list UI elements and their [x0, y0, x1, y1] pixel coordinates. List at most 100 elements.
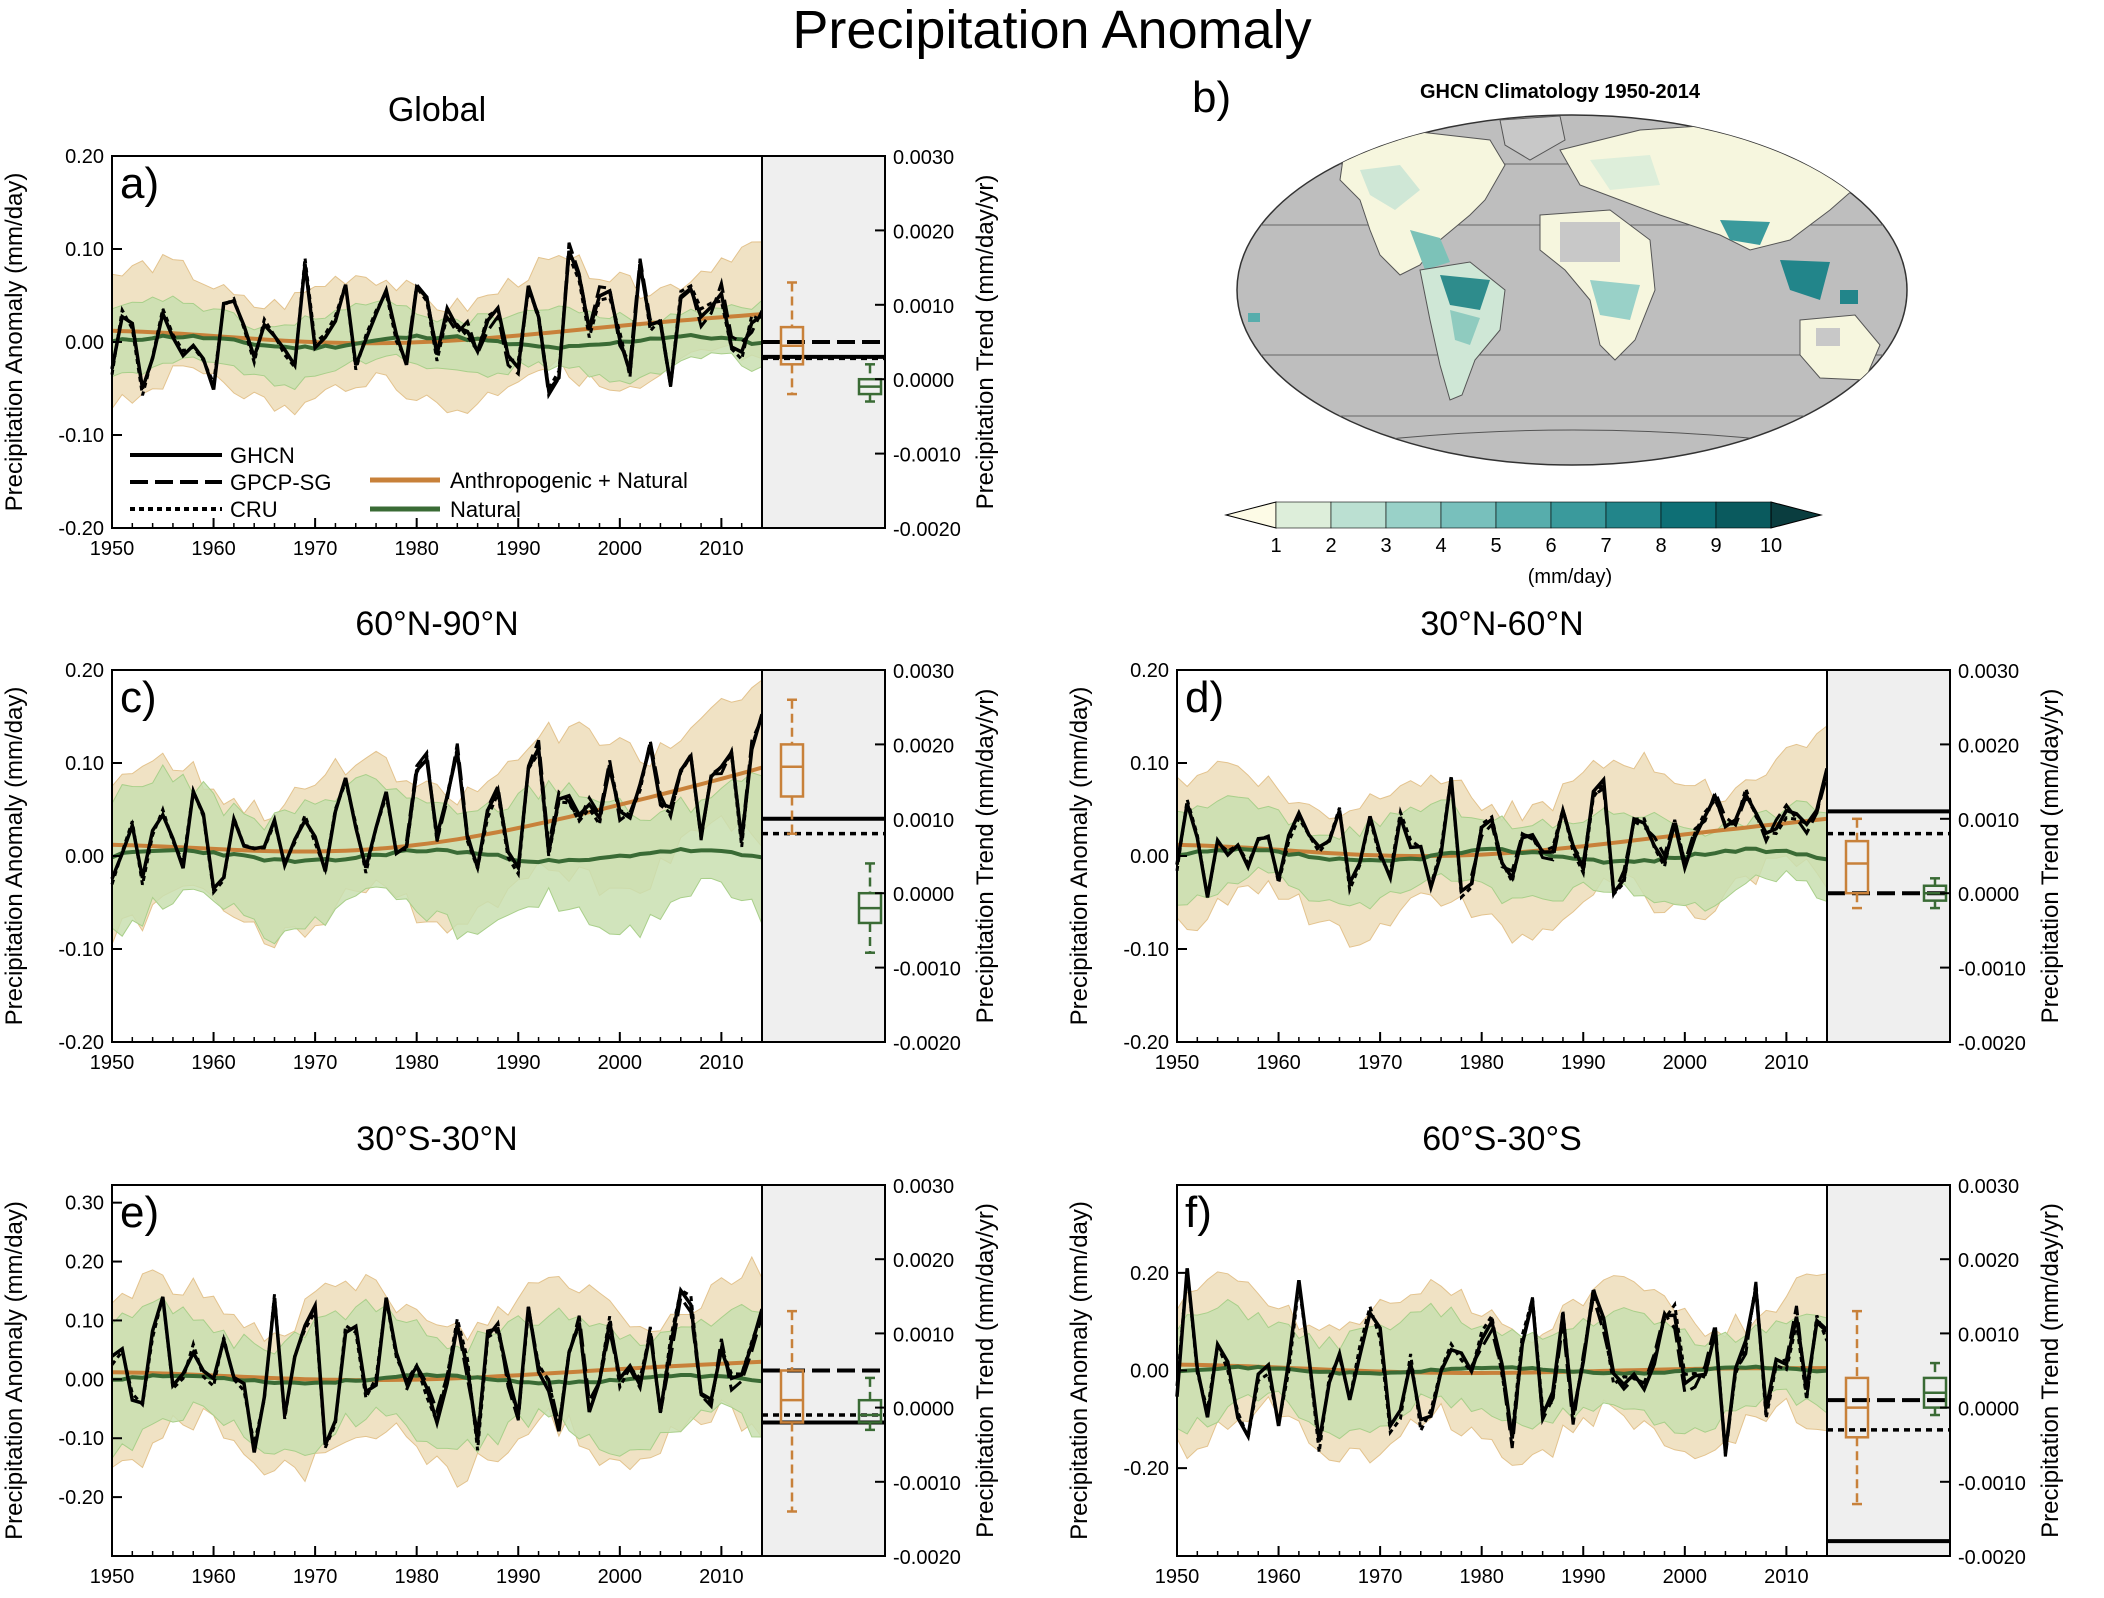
y2-tick-label: -0.0010 [1958, 959, 2026, 981]
x-tick-label: 2010 [699, 1566, 744, 1588]
panel-title: 30°N-60°N [1420, 605, 1583, 643]
y-tick-label: 0.10 [65, 753, 104, 775]
x-tick-label: 1970 [293, 538, 338, 560]
y-tick-label: 0.10 [65, 1310, 104, 1332]
y-tick-label: -0.10 [58, 1428, 104, 1450]
legend-anthro-label: Anthropogenic + Natural [450, 468, 688, 493]
panel-title: 30°S-30°N [356, 1120, 517, 1158]
x-tick-label: 1990 [496, 538, 541, 560]
y2-tick-label: 0.0030 [1958, 661, 2019, 683]
y2-tick-label: 0.0010 [1958, 810, 2019, 832]
colorbar-tick-label: 10 [1760, 535, 1782, 557]
y2-tick-label: 0.0000 [1958, 1399, 2019, 1421]
natural-trend-box [857, 1376, 883, 1432]
cru-series-line [110, 255, 763, 396]
y-tick-label: 0.00 [65, 1369, 104, 1391]
colorbar-label: (mm/day) [1528, 566, 1612, 588]
colorbar-tick-label: 6 [1545, 535, 1556, 557]
panel-letter: d) [1185, 673, 1224, 722]
colorbar-tick-label: 4 [1435, 535, 1446, 557]
y-tick-label: -0.10 [58, 939, 104, 961]
x-tick-label: 1980 [1459, 1566, 1504, 1588]
y2-tick-label: 0.0010 [893, 296, 954, 318]
chart-panel-a: 1950 1960 1970 1980 1990 2000 2010 0.20 0.10 0.00… [1, 91, 999, 560]
panel-letter: e) [120, 1188, 159, 1237]
panel-letter: c) [120, 673, 157, 722]
colorbar-tick-label: 7 [1600, 535, 1611, 557]
y-tick-label: 0.00 [65, 332, 104, 354]
x-tick-label: 1950 [1155, 1052, 1200, 1074]
y2-tick-label: -0.0010 [1958, 1473, 2026, 1495]
x-tick-label: 1980 [1459, 1052, 1504, 1074]
x-tick-label: 1970 [1358, 1566, 1403, 1588]
y-tick-label: 0.20 [65, 660, 104, 682]
map-letter: b) [1192, 73, 1231, 122]
y2-axis-label: Precipitation Trend (mm/day/yr) [972, 689, 999, 1024]
y2-tick-label: 0.0000 [893, 1399, 954, 1421]
y2-tick-label: -0.0010 [893, 445, 961, 467]
anthro-natural-mean-line [111, 765, 763, 854]
y-tick-label: -0.20 [1123, 1032, 1169, 1054]
y2-tick-label: -0.0020 [1958, 1547, 2026, 1569]
y-tick-label: -0.10 [1123, 939, 1169, 961]
x-tick-label: 2000 [598, 1566, 643, 1588]
y-tick-label: -0.20 [1123, 1458, 1169, 1480]
natural-mean-line [111, 1372, 763, 1386]
y-axis-label: Precipitation Anomaly (mm/day) [1066, 687, 1093, 1026]
colorbar-segment [1550, 501, 1607, 529]
gpcp-series-line [1470, 775, 1829, 900]
colorbar-high-triangle [1770, 501, 1823, 529]
panel-letter: a) [120, 159, 159, 208]
panels: 1950 1960 1970 1980 1990 2000 2010 0.20 0.10 0.00… [1, 91, 2064, 1588]
y2-axis-label: Precipitation Trend (mm/day/yr) [972, 175, 999, 510]
chart-panel-c: 1950 1960 1970 1980 1990 2000 2010 0.20 0.10 0.00… [1, 605, 999, 1074]
y-tick-label: 0.10 [65, 239, 104, 261]
x-tick-label: 1980 [394, 1566, 439, 1588]
anthro-natural-trend-box-iqr-box [779, 743, 805, 798]
y2-tick-label: 0.0010 [893, 1324, 954, 1346]
gpcp-series-line [405, 1293, 764, 1433]
y-tick-label: 0.20 [1130, 660, 1169, 682]
colorbar-segment [1715, 501, 1772, 529]
colorbar-segment [1275, 501, 1332, 529]
trend-subpanel-background [762, 670, 885, 1042]
x-tick-label: 1960 [191, 538, 236, 560]
panel-title: 60°S-30°S [1422, 1120, 1582, 1158]
anthro-natural-trend-box [1844, 817, 1870, 910]
panel-title: Global [388, 91, 486, 129]
x-tick-label: 1950 [90, 538, 135, 560]
map-colorbar: 1 2 3 4 5 6 7 8 9 10 [1224, 501, 1823, 557]
y2-tick-label: 0.0030 [893, 1176, 954, 1198]
y-tick-label: 0.20 [65, 1252, 104, 1274]
trend-subpanel-background [1827, 670, 1950, 1042]
y-axis-label: Precipitation Anomaly (mm/day) [1066, 1201, 1093, 1540]
x-tick-label: 1950 [90, 1052, 135, 1074]
map-title: GHCN Climatology 1950-2014 [1420, 81, 1701, 103]
colorbar-segment [1330, 501, 1387, 529]
y-tick-label: -0.10 [58, 425, 104, 447]
x-tick-label: 2000 [1663, 1052, 1708, 1074]
y2-tick-label: 0.0000 [893, 884, 954, 906]
y2-tick-label: 0.0010 [893, 810, 954, 832]
colorbar-segment [1495, 501, 1552, 529]
anthro-natural-trend-box [779, 281, 805, 396]
colorbar-low-triangle [1224, 501, 1277, 529]
cru-series-line [1175, 1269, 1829, 1453]
legend-cru-label: CRU [230, 497, 278, 522]
y2-tick-label: 0.0000 [1958, 884, 2019, 906]
x-tick-label: 1970 [1358, 1052, 1403, 1074]
anthro-natural-trend-box [779, 1309, 805, 1513]
anthro-natural-trend-box [1844, 1309, 1870, 1506]
colorbar-tick-label: 1 [1270, 535, 1281, 557]
y2-tick-label: 0.0030 [893, 147, 954, 169]
x-tick-label: 1980 [394, 538, 439, 560]
y2-axis-label: Precipitation Trend (mm/day/yr) [972, 1203, 999, 1538]
y-axis-label: Precipitation Anomaly (mm/day) [1, 173, 28, 512]
y-tick-label: -0.20 [58, 518, 104, 540]
x-tick-label: 2010 [1764, 1052, 1809, 1074]
x-tick-label: 1990 [1561, 1052, 1606, 1074]
y2-tick-label: -0.0010 [893, 959, 961, 981]
chart-panel-e: 1950 1960 1970 1980 1990 2000 2010 0.30 0.20 0.10… [1, 1120, 999, 1588]
